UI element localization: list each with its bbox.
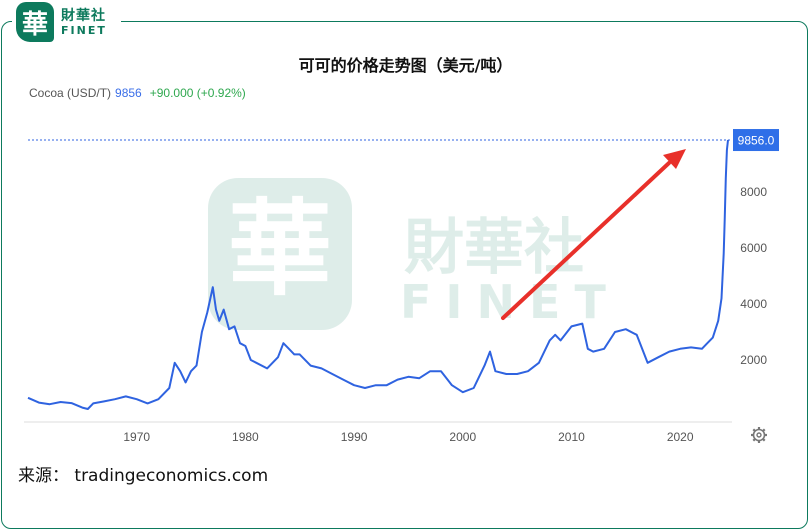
gear-icon[interactable] — [751, 427, 767, 443]
source-note: 来源： tradingeconomics.com — [18, 466, 269, 486]
trend-arrow — [501, 149, 686, 320]
x-axis: 1970 1980 1990 2000 2010 2020 — [123, 430, 693, 444]
y-tick-label: 4000 — [740, 297, 767, 311]
chart-title: 可可的价格走势图（美元/吨） — [298, 56, 513, 75]
chart-frame — [1, 21, 808, 529]
brand-logo: 華 財華社 FINET — [12, 0, 121, 44]
logo-cn: 財華社 — [61, 7, 106, 24]
logo-en: FINET — [61, 23, 107, 37]
y-tick-label: 6000 — [740, 241, 767, 255]
y-axis: 2000 4000 6000 8000 — [740, 185, 767, 367]
watermark-en: FINET — [400, 275, 620, 329]
last-price-text: 9856.0 — [738, 134, 775, 148]
x-tick-label: 1980 — [232, 430, 259, 444]
series-line-cocoa — [27, 139, 729, 410]
last-price-label: 9856.0 — [733, 129, 779, 152]
watermark-badge — [208, 178, 352, 330]
y-tick-label: 8000 — [740, 185, 767, 199]
y-tick-label: 2000 — [740, 353, 767, 367]
legend-instrument: Cocoa (USD/T) — [29, 86, 112, 100]
watermark-glyph: 華 — [228, 187, 332, 310]
x-tick-label: 2020 — [667, 430, 694, 444]
logo-badge: 華 — [16, 2, 54, 42]
x-tick-label: 2000 — [449, 430, 476, 444]
last-price-badge — [733, 129, 779, 152]
logo-text: 財華社 FINET — [61, 9, 107, 36]
legend-price: 9856 — [115, 86, 142, 100]
watermark: 華 財華社 FINET — [208, 178, 620, 330]
x-tick-label: 1970 — [123, 430, 150, 444]
watermark-cn: 財華社 — [404, 213, 584, 283]
arrow-shaft — [501, 161, 671, 320]
chart-legend: Cocoa (USD/T) 9856 +90.000 (+0.92%) — [29, 86, 246, 100]
x-tick-label: 1990 — [341, 430, 368, 444]
arrow-head — [663, 149, 686, 169]
x-tick-label: 2010 — [558, 430, 585, 444]
legend-change: +90.000 (+0.92%) — [149, 86, 246, 100]
